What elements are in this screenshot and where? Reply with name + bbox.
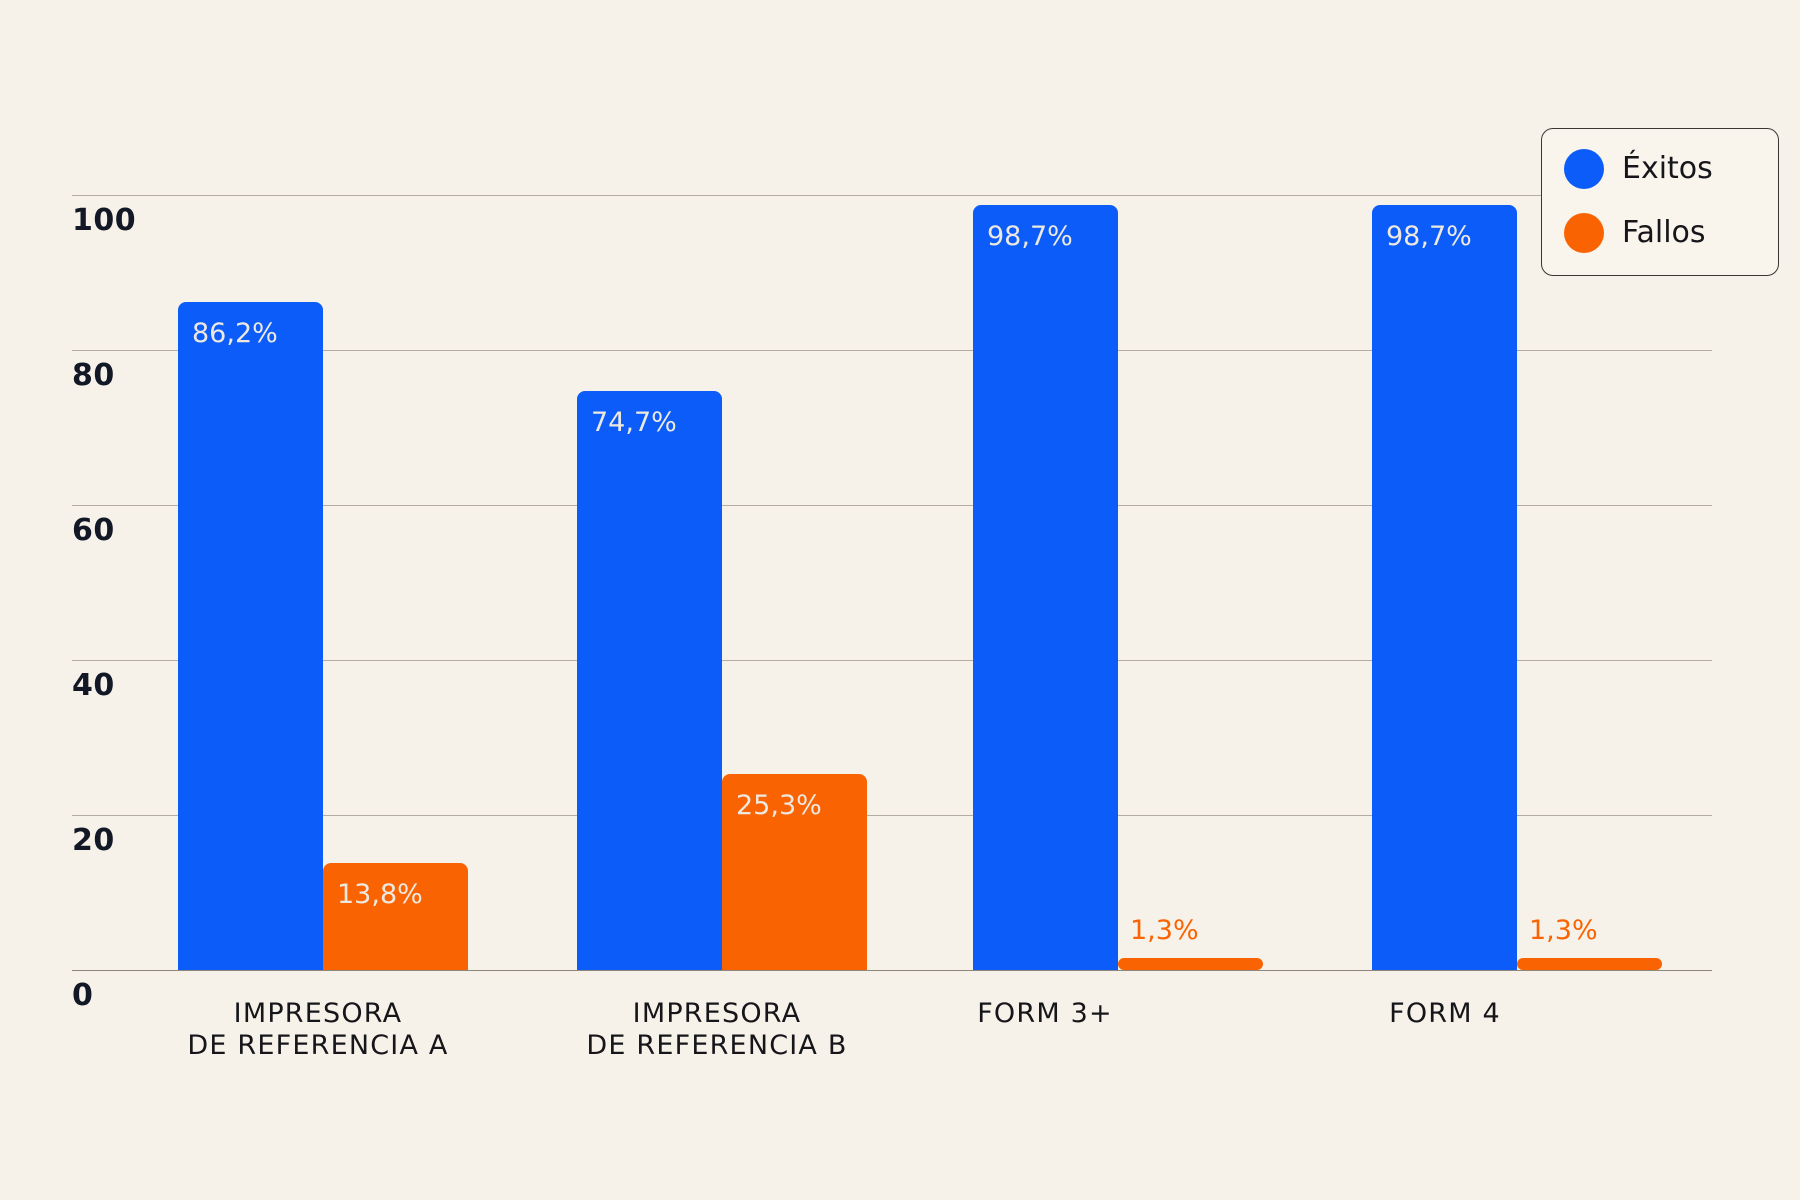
- y-axis-tick-20: 20: [72, 823, 115, 858]
- legend-item-fallos[interactable]: Fallos: [1564, 213, 1756, 253]
- bar-fallos-impresora-a[interactable]: [323, 863, 468, 970]
- bar-label-exitos-impresora-a: 86,2%: [192, 318, 278, 349]
- gridline-0-baseline: [72, 970, 1712, 971]
- bar-exitos-impresora-a[interactable]: [178, 302, 323, 970]
- chart-legend: Éxitos Fallos: [1541, 128, 1779, 276]
- bar-label-fallos-form-3-plus: 1,3%: [1130, 915, 1199, 946]
- bar-exitos-impresora-b[interactable]: [577, 391, 722, 970]
- bar-exitos-form-4[interactable]: [1372, 205, 1517, 970]
- bar-label-exitos-form-4: 98,7%: [1386, 221, 1472, 252]
- y-axis-tick-0: 0: [72, 978, 94, 1013]
- x-axis-category-impresora-a: IMPRESORA DE REFERENCIA A: [187, 998, 449, 1061]
- legend-item-exitos[interactable]: Éxitos: [1564, 149, 1756, 189]
- y-axis-tick-100: 100: [72, 203, 137, 238]
- bar-label-exitos-form-3-plus: 98,7%: [987, 221, 1073, 252]
- bar-label-exitos-impresora-b: 74,7%: [591, 407, 677, 438]
- bar-fallos-form-3-plus[interactable]: [1118, 958, 1263, 970]
- x-axis-category-impresora-b: IMPRESORA DE REFERENCIA B: [586, 998, 848, 1061]
- legend-label-exitos: Éxitos: [1622, 151, 1713, 186]
- bar-label-fallos-impresora-b: 25,3%: [736, 790, 822, 821]
- bar-exitos-form-3-plus[interactable]: [973, 205, 1118, 970]
- bar-fallos-impresora-b[interactable]: [722, 774, 867, 970]
- gridline-20: [72, 815, 1712, 816]
- gridline-100: [72, 195, 1712, 196]
- legend-label-fallos: Fallos: [1622, 215, 1706, 250]
- bar-label-fallos-impresora-a: 13,8%: [337, 879, 423, 910]
- x-axis-category-form-3-plus: FORM 3+: [977, 998, 1113, 1029]
- gridline-60: [72, 505, 1712, 506]
- y-axis-tick-60: 60: [72, 513, 115, 548]
- y-axis-tick-40: 40: [72, 668, 115, 703]
- bar-fallos-form-4[interactable]: [1517, 958, 1662, 970]
- legend-swatch-circle-icon-exitos: [1564, 149, 1604, 189]
- gridline-40: [72, 660, 1712, 661]
- y-axis-tick-80: 80: [72, 358, 115, 393]
- bar-label-fallos-form-4: 1,3%: [1529, 915, 1598, 946]
- legend-swatch-circle-icon-fallos: [1564, 213, 1604, 253]
- gridline-80: [72, 350, 1712, 351]
- x-axis-category-form-4: FORM 4: [1389, 998, 1501, 1029]
